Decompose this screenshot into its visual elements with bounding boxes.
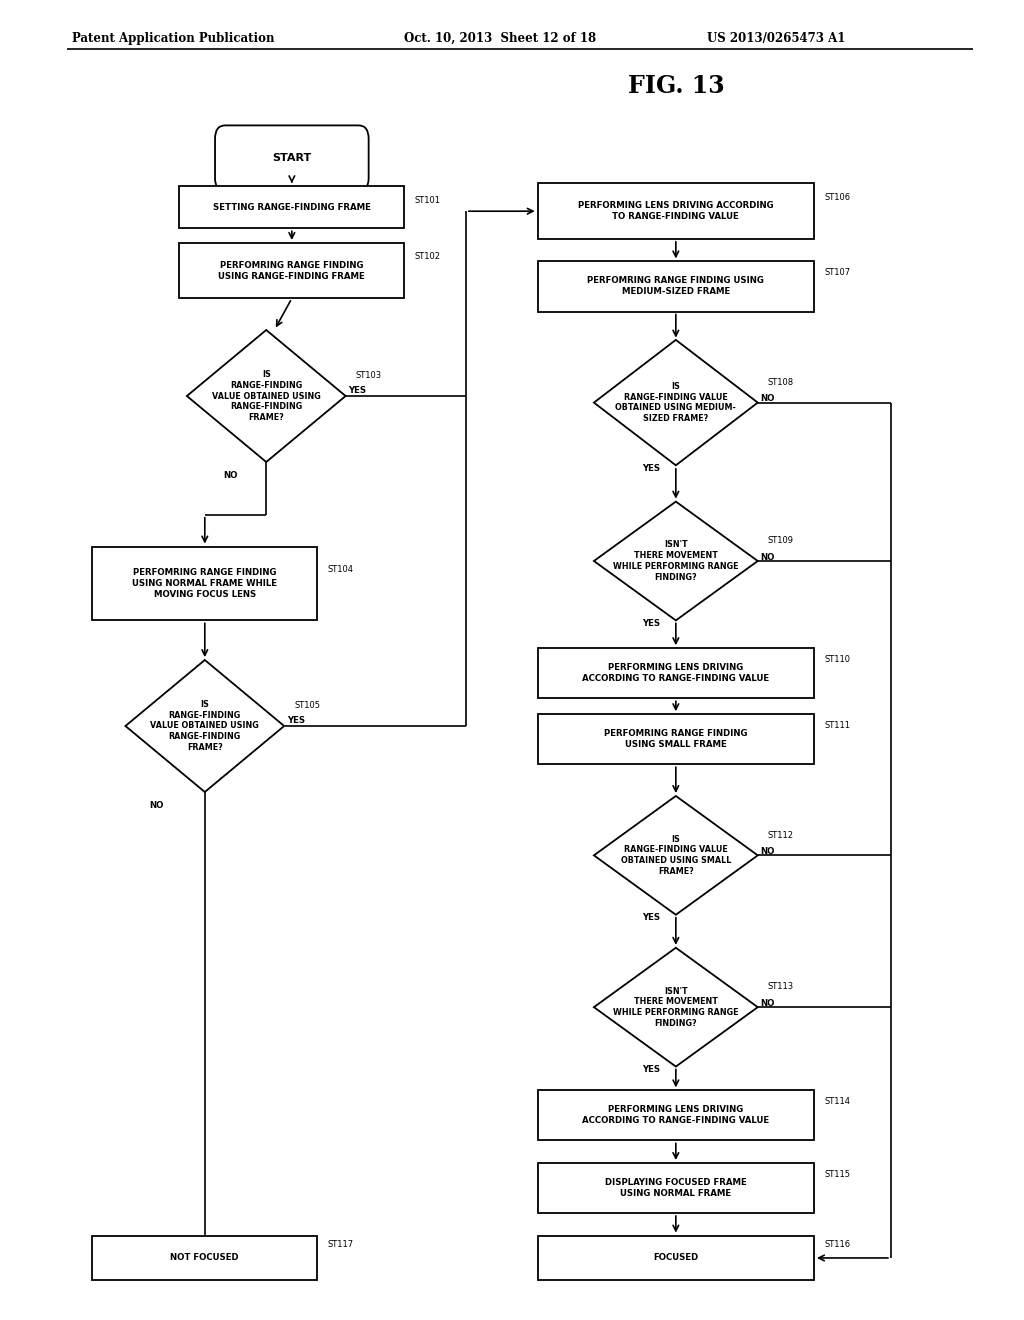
Text: ST112: ST112 [768,830,794,840]
Text: PERFORMING LENS DRIVING
ACCORDING TO RANGE-FINDING VALUE: PERFORMING LENS DRIVING ACCORDING TO RAN… [583,1105,769,1126]
Text: Patent Application Publication: Patent Application Publication [72,32,274,45]
Text: YES: YES [642,465,660,473]
Text: NO: NO [760,395,774,403]
Text: US 2013/0265473 A1: US 2013/0265473 A1 [707,32,845,45]
Bar [179,243,404,298]
Text: PERFOMRING RANGE FINDING
USING NORMAL FRAME WHILE
MOVING FOCUS LENS: PERFOMRING RANGE FINDING USING NORMAL FR… [132,568,278,599]
Polygon shape [594,341,758,466]
Text: ST107: ST107 [824,268,851,277]
Text: Oct. 10, 2013  Sheet 12 of 18: Oct. 10, 2013 Sheet 12 of 18 [404,32,597,45]
Bar [538,1236,814,1280]
Text: YES: YES [642,619,660,627]
Text: ISN'T
THERE MOVEMENT
WHILE PERFORMING RANGE
FINDING?: ISN'T THERE MOVEMENT WHILE PERFORMING RA… [613,540,738,582]
Bar [538,1163,814,1213]
Text: PERFORMING LENS DRIVING ACCORDING
TO RANGE-FINDING VALUE: PERFORMING LENS DRIVING ACCORDING TO RAN… [578,201,774,222]
Text: FOCUSED: FOCUSED [653,1254,698,1262]
Text: DISPLAYING FOCUSED FRAME
USING NORMAL FRAME: DISPLAYING FOCUSED FRAME USING NORMAL FR… [605,1177,746,1199]
Bar [179,186,404,228]
Text: FIG. 13: FIG. 13 [628,74,724,98]
Text: NO: NO [223,471,238,479]
Text: ST113: ST113 [768,982,795,991]
Polygon shape [186,330,346,462]
Bar [538,1090,814,1140]
Text: IS
RANGE-FINDING
VALUE OBTAINED USING
RANGE-FINDING
FRAME?: IS RANGE-FINDING VALUE OBTAINED USING RA… [151,700,259,752]
Text: NO: NO [150,801,164,809]
Text: ST104: ST104 [328,565,353,573]
Bar [92,1236,317,1280]
Text: ST110: ST110 [824,655,850,664]
Text: NO: NO [760,553,774,561]
Text: PERFOMRING RANGE FINDING
USING SMALL FRAME: PERFOMRING RANGE FINDING USING SMALL FRA… [604,729,748,750]
Text: YES: YES [642,1065,660,1073]
Text: IS
RANGE-FINDING
VALUE OBTAINED USING
RANGE-FINDING
FRAME?: IS RANGE-FINDING VALUE OBTAINED USING RA… [212,370,321,422]
Text: PERFOMRING RANGE FINDING USING
MEDIUM-SIZED FRAME: PERFOMRING RANGE FINDING USING MEDIUM-SI… [588,276,764,297]
Polygon shape [594,796,758,915]
Text: START: START [272,153,311,164]
Text: ST109: ST109 [768,536,794,545]
Text: ST116: ST116 [824,1241,851,1249]
Text: ST101: ST101 [415,195,440,205]
Polygon shape [594,502,758,620]
Text: PERFOMRING RANGE FINDING
USING RANGE-FINDING FRAME: PERFOMRING RANGE FINDING USING RANGE-FIN… [218,260,366,281]
Text: YES: YES [348,387,367,395]
Text: NO: NO [760,999,774,1007]
Polygon shape [594,948,758,1067]
Bar [538,648,814,698]
Text: SETTING RANGE-FINDING FRAME: SETTING RANGE-FINDING FRAME [213,203,371,211]
Text: ST102: ST102 [415,252,440,261]
Text: IS
RANGE-FINDING VALUE
OBTAINED USING MEDIUM-
SIZED FRAME?: IS RANGE-FINDING VALUE OBTAINED USING ME… [615,381,736,424]
Polygon shape [126,660,285,792]
Text: NOT FOCUSED: NOT FOCUSED [170,1254,240,1262]
Text: PERFORMING LENS DRIVING
ACCORDING TO RANGE-FINDING VALUE: PERFORMING LENS DRIVING ACCORDING TO RAN… [583,663,769,684]
Text: ST108: ST108 [768,379,795,388]
Text: ST115: ST115 [824,1170,850,1179]
Text: NO: NO [760,847,774,855]
Text: ST117: ST117 [328,1241,354,1249]
Text: ST111: ST111 [824,721,850,730]
Text: ISN'T
THERE MOVEMENT
WHILE PERFORMING RANGE
FINDING?: ISN'T THERE MOVEMENT WHILE PERFORMING RA… [613,986,738,1028]
Text: ST114: ST114 [824,1097,850,1106]
Bar [538,183,814,239]
Bar [92,546,317,619]
Text: ST103: ST103 [356,371,382,380]
Text: ST105: ST105 [295,701,321,710]
Text: YES: YES [642,913,660,921]
Text: YES: YES [287,717,305,725]
FancyBboxPatch shape [215,125,369,191]
Text: IS
RANGE-FINDING VALUE
OBTAINED USING SMALL
FRAME?: IS RANGE-FINDING VALUE OBTAINED USING SM… [621,834,731,876]
Bar [538,714,814,764]
Text: ST106: ST106 [824,193,851,202]
Bar [538,261,814,312]
